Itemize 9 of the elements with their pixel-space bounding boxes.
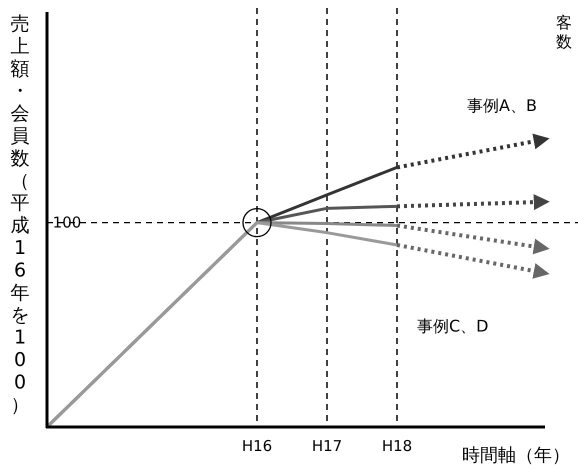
annotation: 100	[52, 214, 82, 232]
x-tick-label: H16	[242, 437, 272, 455]
text: 売上額・会員数（平成16年を100）	[10, 13, 30, 416]
x-tick-label: H17	[312, 437, 342, 455]
annotation: 事例C、D	[417, 316, 488, 336]
x-axis-title: 時間軸（年）	[462, 445, 570, 466]
x-tick-label: H18	[382, 437, 412, 455]
text: 事例A、B	[467, 96, 537, 115]
text: 客数	[556, 13, 572, 51]
